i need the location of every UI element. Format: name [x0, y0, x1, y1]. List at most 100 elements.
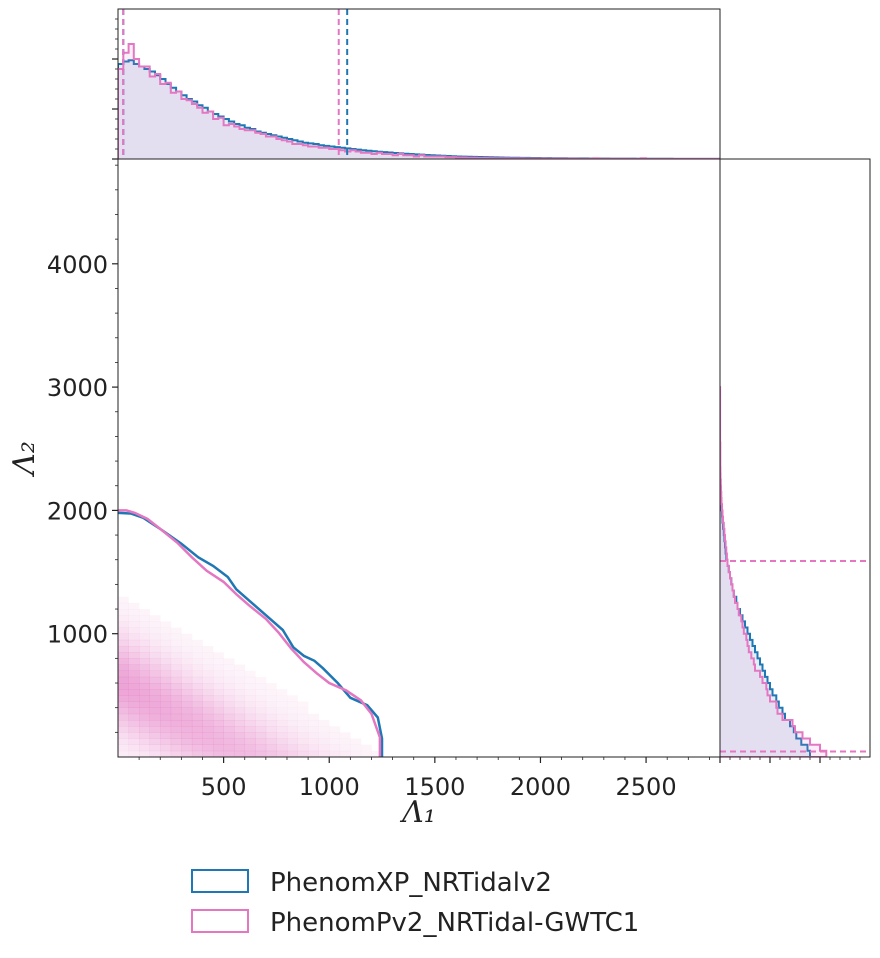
heatmap-cell — [118, 633, 129, 641]
heatmap-cell — [255, 683, 267, 690]
heatmap-cell — [265, 695, 277, 702]
heatmap-cell — [118, 652, 129, 659]
heatmap-cell — [350, 744, 362, 752]
heatmap-cell — [160, 744, 172, 752]
heatmap-cell — [139, 701, 150, 708]
heatmap-cell — [128, 676, 140, 684]
heatmap-cell — [160, 676, 172, 684]
heatmap-cell — [170, 720, 182, 727]
heatmap-cell — [286, 738, 298, 745]
y-tick-label: 2000 — [47, 497, 108, 525]
heatmap-cell — [160, 658, 172, 665]
heatmap-cell — [234, 750, 246, 757]
heatmap-cell — [170, 646, 182, 653]
y-tick-label: 3000 — [47, 374, 108, 402]
heatmap-cell — [213, 701, 224, 708]
heatmap-cell — [139, 695, 150, 702]
legend-label-phenomxp: PhenomXP_NRTidalv2 — [270, 868, 552, 898]
heatmap-cell — [265, 726, 277, 733]
heatmap-cell — [149, 664, 161, 671]
heatmap-cell — [202, 738, 214, 745]
heatmap-cell — [350, 738, 362, 745]
heatmap-cell — [118, 750, 129, 757]
heatmap-cell — [128, 744, 140, 752]
heatmap-cell — [139, 713, 150, 721]
heatmap-cell — [139, 609, 150, 616]
heatmap-cell — [118, 689, 129, 696]
heatmap-cell — [308, 732, 319, 739]
heatmap-cell — [149, 658, 161, 665]
heatmap-cell — [181, 646, 193, 653]
heatmap-cell — [286, 695, 298, 702]
heatmap-cell — [149, 720, 161, 727]
heatmap-cell — [297, 707, 309, 715]
heatmap-cell — [170, 689, 182, 696]
heatmap-cell — [276, 701, 288, 708]
heatmap-cell — [350, 750, 362, 757]
heatmap-cell — [149, 738, 161, 745]
heatmap-cell — [128, 707, 140, 715]
heatmap-cell — [170, 664, 182, 671]
heatmap-cell — [265, 720, 277, 727]
lambda1-interval-lines — [122, 9, 349, 159]
heatmap-cell — [234, 720, 246, 727]
heatmap-cell — [276, 744, 288, 752]
heatmap-cell — [139, 646, 150, 653]
heatmap-cell — [255, 676, 267, 684]
heatmap-cell — [213, 726, 224, 733]
contour-phenompv2 — [118, 509, 382, 757]
heatmap-cell — [223, 683, 235, 690]
heatmap-cell — [360, 750, 372, 757]
heatmap-cell — [213, 652, 224, 659]
heatmap-cell — [202, 652, 214, 659]
heatmap-cell — [170, 726, 182, 733]
lambda1-marginal-ticks — [112, 18, 118, 160]
heatmap-cell — [139, 738, 150, 745]
heatmap-cell — [181, 633, 193, 641]
heatmap-cell — [149, 670, 161, 678]
heatmap-cell — [276, 707, 288, 715]
heatmap-cell — [170, 639, 182, 647]
heatmap-cell — [149, 726, 161, 733]
heatmap-cell — [160, 720, 172, 727]
heatmap-cell — [318, 732, 330, 739]
heatmap-cell — [139, 683, 150, 690]
lambda1-histograms — [118, 43, 720, 159]
heatmap-cell — [234, 732, 246, 739]
heatmap-cell — [191, 664, 203, 671]
heatmap-cell — [128, 658, 140, 665]
heatmap-cell — [234, 689, 246, 696]
heatmap-cell — [170, 695, 182, 702]
heatmap-cell — [139, 664, 150, 671]
heatmap-cell — [213, 658, 224, 665]
heatmap-cell — [223, 726, 235, 733]
heatmap-cell — [244, 726, 256, 733]
heatmap-cell — [170, 713, 182, 721]
heatmap-cell — [265, 683, 277, 690]
heatmap-cell — [149, 732, 161, 739]
heatmap-cell — [276, 720, 288, 727]
heatmap-cell — [244, 670, 256, 678]
heatmap-cell — [160, 633, 172, 641]
heatmap-cell — [213, 664, 224, 671]
heatmap-cell — [223, 695, 235, 702]
heatmap-cell — [128, 621, 140, 628]
heatmap-cell — [213, 732, 224, 739]
heatmap-cell — [139, 720, 150, 727]
heatmap-cell — [244, 744, 256, 752]
heatmap-cell — [244, 701, 256, 708]
heatmap-cell — [255, 732, 267, 739]
right-axes-frame — [719, 158, 871, 758]
heatmap-cell — [286, 701, 298, 708]
heatmap-cell — [202, 726, 214, 733]
heatmap-cell — [191, 689, 203, 696]
y-axis-ticks: 1000 2000 3000 4000 — [47, 164, 118, 733]
heatmap-cell — [191, 676, 203, 684]
heatmap-cell — [276, 726, 288, 733]
heatmap-cell — [255, 720, 267, 727]
heatmap-cell — [213, 689, 224, 696]
heatmap-cell — [308, 713, 319, 721]
heatmap-cell — [265, 713, 277, 721]
